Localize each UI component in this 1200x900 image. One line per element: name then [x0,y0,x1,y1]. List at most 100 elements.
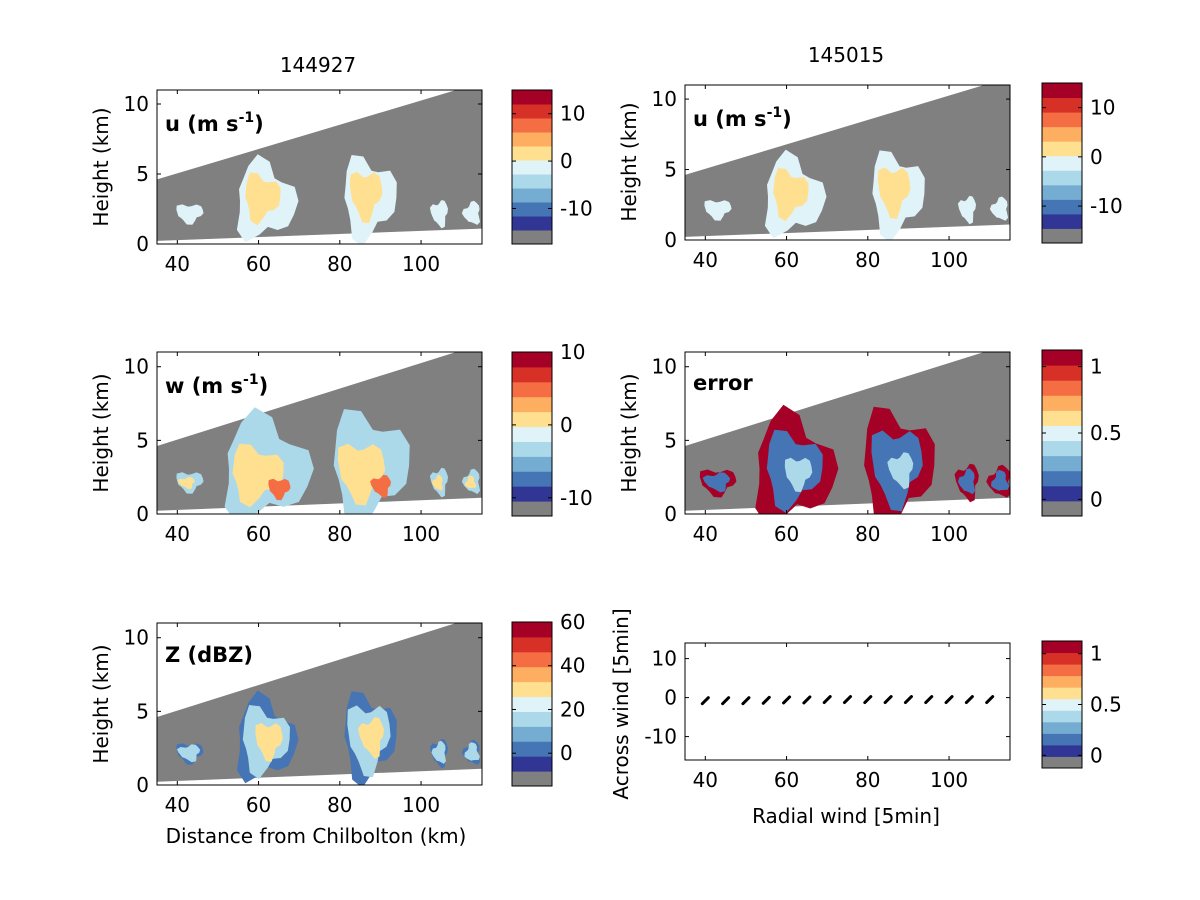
y-tick-label: 5 [664,158,677,182]
colorbar-tick-label: 0 [1090,145,1103,169]
field-region [349,171,383,224]
field-region [957,468,976,495]
y-ticks: 10 0 -10 [644,647,1010,749]
colorbar: 10 0 -10 [511,89,593,245]
y-tick-label: 5 [136,699,149,723]
colorbar-swatch [1042,500,1082,516]
field-region [991,469,1010,491]
colorbar-tick-label: 40 [560,654,585,678]
colorbar-tick-label: -10 [560,486,593,510]
colorbar-swatch [512,486,552,502]
y-axis-label: Across wind [5min] [609,608,633,799]
colorbar-swatch [1042,213,1082,229]
field-region [268,478,291,501]
x-tick-label: 80 [855,248,880,272]
colorbar-swatch [512,104,552,119]
field-region [177,476,195,490]
colorbar-swatch [1042,710,1082,723]
field-region [232,443,284,508]
colorbar-swatch [512,396,552,413]
colorbar-tick-label: 1 [1090,642,1103,666]
x-tick-label: 60 [246,793,271,817]
colorbar-swatch [512,146,552,161]
colorbar-frame [511,621,553,787]
x-tick-label: 60 [246,252,271,276]
colorbar-tick-label: 0 [560,149,573,173]
colorbar-swatch [512,411,552,428]
colorbar-tick-label: 0.5 [1090,421,1122,445]
x-tick-label: 40 [693,248,718,272]
colorbar-swatch [512,188,552,203]
wind-point [721,696,731,706]
panel-title: 144927 [280,53,356,77]
panel-Z: Z (dBZ) 40 60 80 100 0 5 10 Height (km) Dista… [89,610,585,848]
field-clip [157,623,482,785]
panel-wind: 40 60 80 100 100-10 Across wind [5min] Radi… [609,608,1122,828]
data-field [157,90,482,244]
plot-frame [684,84,1011,241]
colorbar-swatch [512,366,552,383]
field-region [176,204,204,225]
wind-point [761,695,771,705]
colorbar-swatch [1042,395,1082,411]
y-axis-label: Height (km) [617,102,641,221]
colorbar-swatch [1042,652,1082,665]
scan-sector [685,85,1010,237]
variable-label: error [693,371,753,395]
y-tick-label: 0 [136,232,149,256]
y-tick-label: 10 [124,92,149,116]
y-tick-label: 10 [652,87,677,111]
x-tick-label: 80 [327,522,352,546]
x-tick-label: 40 [165,252,190,276]
x-axis-label: Radial wind [5min] [752,804,940,828]
colorbar-swatch [512,90,552,105]
colorbar-swatch [1042,380,1082,396]
field-region [877,167,911,219]
colorbar-swatch [512,381,552,398]
x-tick-label: 80 [855,768,880,792]
x-tick-label: 100 [930,248,968,272]
colorbar-swatch [1042,687,1082,700]
x-tick-label: 80 [327,793,352,817]
colorbar: 10 0 -10 [511,340,593,517]
colorbar-tick-label: 10 [560,102,585,126]
wind-point [822,695,832,705]
field-clip [157,90,482,244]
data-field [157,352,482,514]
colorbar-swatch [1042,126,1082,142]
colorbar: 10 0 -10 [1041,82,1123,244]
field-region [887,452,914,490]
colorbar-swatch [1042,470,1082,487]
colorbar-swatch [512,651,552,668]
x-tick-label: 40 [693,768,718,792]
colorbar-tick-label: 0 [1090,743,1103,767]
colorbar-swatch [512,456,552,472]
colorbar-swatch [512,666,552,683]
wind-point [903,695,913,705]
y-tick-label: 0 [664,686,677,710]
colorbar-frame [511,89,553,245]
wind-point [924,695,934,705]
y-axis-label: Height (km) [617,373,641,492]
x-tick-label: 100 [402,252,440,276]
plot-frame [156,622,483,786]
colorbar-swatch [512,501,552,516]
field-region [245,172,281,226]
colorbar-swatch [1042,698,1082,711]
colorbar-swatch [1042,170,1082,186]
plot-frame [684,351,1011,515]
y-tick-label: 5 [136,162,149,186]
colorbar-swatch [512,352,552,368]
colorbar-tick-label: 1 [1090,355,1103,379]
wind-point [802,695,812,705]
x-ticks: 40 60 80 100 [165,623,440,817]
x-tick-label: 100 [402,793,440,817]
colorbar-swatch [512,118,552,133]
colorbar-swatch [512,216,552,231]
wind-point [883,695,893,705]
field-region [461,200,481,225]
y-ticks: 0 5 10 [652,87,1010,252]
colorbar: 10.50 [1041,349,1122,517]
